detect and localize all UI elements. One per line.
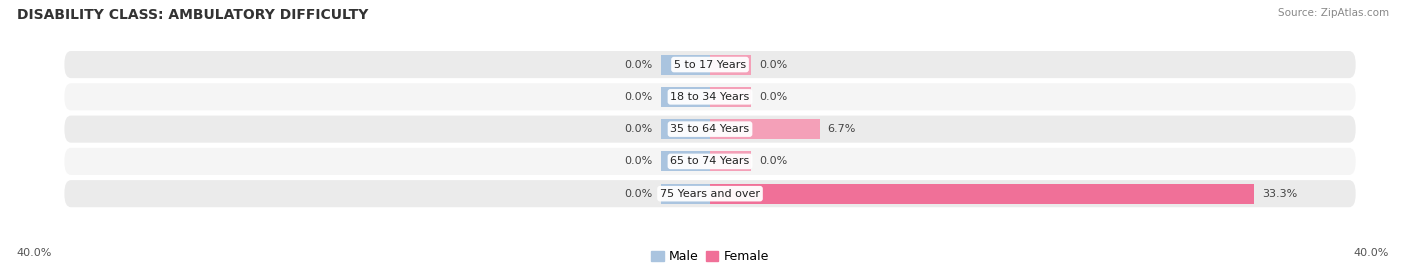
Bar <box>710 55 751 75</box>
Text: 35 to 64 Years: 35 to 64 Years <box>671 124 749 134</box>
Text: 0.0%: 0.0% <box>759 92 787 102</box>
Text: 6.7%: 6.7% <box>828 124 856 134</box>
Bar <box>661 119 710 139</box>
Bar <box>710 184 1254 204</box>
Bar <box>710 119 820 139</box>
Bar <box>661 151 710 171</box>
Text: 40.0%: 40.0% <box>1354 248 1389 258</box>
Text: 0.0%: 0.0% <box>624 59 652 70</box>
Text: DISABILITY CLASS: AMBULATORY DIFFICULTY: DISABILITY CLASS: AMBULATORY DIFFICULTY <box>17 8 368 22</box>
FancyBboxPatch shape <box>65 116 1355 143</box>
Bar <box>661 184 710 204</box>
Text: 0.0%: 0.0% <box>624 124 652 134</box>
FancyBboxPatch shape <box>65 51 1355 78</box>
Bar <box>710 151 751 171</box>
Bar <box>661 87 710 107</box>
FancyBboxPatch shape <box>65 148 1355 175</box>
Legend: Male, Female: Male, Female <box>647 245 773 268</box>
Text: 0.0%: 0.0% <box>759 156 787 167</box>
Text: 75 Years and over: 75 Years and over <box>659 189 761 199</box>
Text: 40.0%: 40.0% <box>17 248 52 258</box>
FancyBboxPatch shape <box>65 180 1355 207</box>
Text: 0.0%: 0.0% <box>759 59 787 70</box>
Text: Source: ZipAtlas.com: Source: ZipAtlas.com <box>1278 8 1389 18</box>
Text: 18 to 34 Years: 18 to 34 Years <box>671 92 749 102</box>
Text: 0.0%: 0.0% <box>624 92 652 102</box>
FancyBboxPatch shape <box>65 83 1355 110</box>
Text: 65 to 74 Years: 65 to 74 Years <box>671 156 749 167</box>
Text: 33.3%: 33.3% <box>1263 189 1298 199</box>
Text: 5 to 17 Years: 5 to 17 Years <box>673 59 747 70</box>
Bar <box>661 55 710 75</box>
Text: 0.0%: 0.0% <box>624 156 652 167</box>
Text: 0.0%: 0.0% <box>624 189 652 199</box>
Bar <box>710 87 751 107</box>
